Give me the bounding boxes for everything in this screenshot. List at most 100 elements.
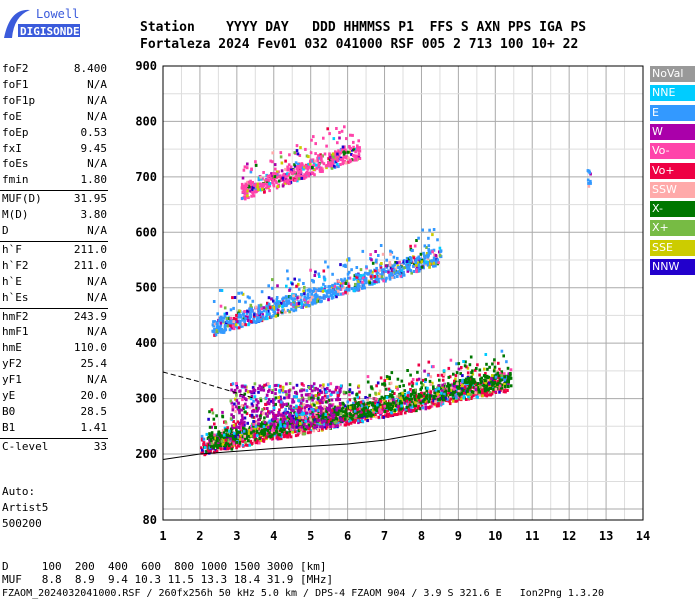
echo-dot <box>437 393 441 396</box>
echo-dot <box>482 381 486 385</box>
echo-dot <box>231 382 235 386</box>
echo-dot <box>405 265 409 269</box>
echo-dot <box>329 161 332 165</box>
echo-dot <box>337 164 340 168</box>
echo-dot <box>348 412 351 416</box>
echo-dot <box>352 401 355 405</box>
echo-dot <box>498 378 502 382</box>
echo-dot <box>355 392 359 396</box>
echo-dot <box>284 295 288 299</box>
echo-dot <box>504 385 507 388</box>
echo-dot <box>234 397 237 401</box>
echo-dot <box>235 399 239 403</box>
echo-dot <box>328 291 332 295</box>
echo-dot <box>252 440 256 444</box>
echo-dot <box>258 305 261 309</box>
y-tick-label: 700 <box>135 170 157 184</box>
echo-dot <box>389 413 392 416</box>
echo-dot <box>228 321 232 325</box>
echo-dot <box>442 395 445 399</box>
echo-dot <box>274 413 278 417</box>
echo-dot <box>212 417 216 421</box>
echo-dot <box>370 282 374 286</box>
echo-dot <box>478 373 481 377</box>
echo-dot <box>463 385 467 389</box>
echo-dot <box>380 275 384 279</box>
echo-dot <box>257 406 260 410</box>
echo-dot <box>339 422 342 426</box>
echo-dot <box>364 417 367 421</box>
echo-dot <box>416 370 419 374</box>
echo-dot <box>277 170 280 174</box>
echo-dot <box>341 281 345 285</box>
echo-dot <box>394 261 397 264</box>
echo-dot <box>356 401 360 405</box>
echo-dot <box>255 320 258 324</box>
echo-dot <box>456 395 460 398</box>
echo-dot <box>438 246 442 250</box>
echo-dot <box>250 186 254 189</box>
echo-dot <box>388 261 392 264</box>
echo-dot <box>356 148 359 152</box>
echo-dot <box>435 404 439 408</box>
echo-dot <box>314 288 318 292</box>
echo-dot <box>255 409 259 413</box>
echo-dot <box>337 289 340 293</box>
echo-dot <box>230 413 233 417</box>
echo-dot <box>454 377 457 381</box>
echo-dot <box>403 393 406 397</box>
echo-dot <box>207 435 211 439</box>
echo-dot <box>317 389 320 393</box>
echo-dot <box>400 404 403 408</box>
echo-dot <box>241 318 244 322</box>
echo-dot <box>430 400 434 404</box>
echo-dot <box>299 298 303 302</box>
echo-dot <box>506 366 510 370</box>
echo-dot <box>498 382 502 386</box>
echo-dot <box>305 170 309 174</box>
echo-dot <box>264 307 268 311</box>
echo-dot <box>311 301 315 305</box>
echo-dot <box>491 381 495 385</box>
echo-dot <box>503 383 506 386</box>
echo-dot <box>470 397 473 400</box>
echo-dot <box>284 181 287 185</box>
echo-dot <box>496 369 499 373</box>
echo-dot <box>471 385 475 389</box>
echo-dot <box>316 419 319 423</box>
echo-dot <box>208 438 211 442</box>
logo-bar <box>18 24 80 37</box>
echo-dot <box>470 375 473 379</box>
echo-dot <box>249 414 252 417</box>
echo-dot <box>310 138 313 142</box>
echo-dot <box>332 416 335 420</box>
echo-dot <box>295 420 299 424</box>
echo-dot <box>253 427 256 431</box>
echo-dot <box>265 317 269 321</box>
echo-dot <box>252 420 255 424</box>
echo-dot <box>319 409 323 413</box>
echo-dot <box>402 260 405 264</box>
echo-dot <box>320 386 324 390</box>
echo-dot <box>268 182 271 186</box>
echo-dot <box>429 262 432 266</box>
echo-dot <box>420 265 424 269</box>
echo-dot <box>282 301 286 305</box>
echo-dot <box>331 283 334 287</box>
echo-dot <box>356 144 359 148</box>
echo-dot <box>455 362 458 366</box>
param-key: yE <box>2 389 16 402</box>
echo-dot <box>248 443 251 447</box>
echo-dot <box>263 429 266 433</box>
echo-dot <box>432 256 436 260</box>
echo-dot <box>322 136 325 140</box>
echo-dot <box>259 424 262 428</box>
echo-dot <box>458 393 461 397</box>
echo-dot <box>423 369 426 373</box>
echo-dot <box>366 375 370 379</box>
legend-item: NoVal <box>650 66 695 82</box>
echo-dot <box>278 433 282 437</box>
echo-dot <box>390 411 393 415</box>
echo-dot <box>297 173 301 177</box>
echo-dot <box>423 256 427 260</box>
